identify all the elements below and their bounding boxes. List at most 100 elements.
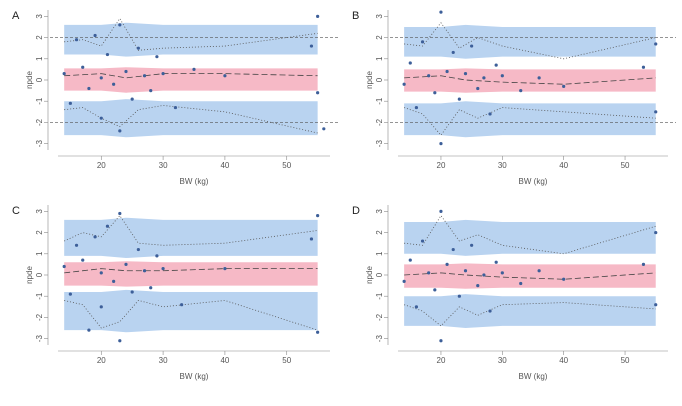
y-tick-label: -2 xyxy=(375,118,384,126)
y-tick-label: -3 xyxy=(375,335,384,343)
point xyxy=(439,339,443,343)
point xyxy=(470,44,474,48)
point xyxy=(488,309,492,313)
band xyxy=(404,68,656,93)
point xyxy=(470,243,474,247)
y-tick-label: 1 xyxy=(35,56,44,61)
y-tick-label: 3 xyxy=(35,209,44,214)
y-tick-label: -3 xyxy=(35,335,44,343)
point xyxy=(445,69,449,74)
point xyxy=(641,262,646,266)
point xyxy=(402,82,406,86)
point xyxy=(451,247,455,252)
y-axis-label: npde xyxy=(365,266,374,284)
x-tick-label: 40 xyxy=(559,356,568,365)
point xyxy=(149,286,153,290)
point xyxy=(68,101,72,105)
point xyxy=(482,273,486,277)
point xyxy=(105,224,110,228)
point xyxy=(316,214,320,218)
point xyxy=(402,279,406,283)
point xyxy=(155,55,159,59)
point xyxy=(457,97,461,101)
point xyxy=(93,33,97,38)
percentile-line xyxy=(404,272,656,280)
point xyxy=(81,258,85,262)
percentile-line xyxy=(64,105,318,134)
point xyxy=(562,84,566,88)
point xyxy=(654,230,658,235)
point xyxy=(494,63,498,67)
point xyxy=(136,247,140,252)
point xyxy=(494,260,498,264)
point xyxy=(463,269,468,273)
point xyxy=(482,76,486,80)
x-tick-label: 20 xyxy=(437,356,446,365)
point xyxy=(68,292,72,296)
point xyxy=(476,86,480,91)
point xyxy=(223,74,227,78)
x-axis-label: BW (kg) xyxy=(180,177,209,186)
y-tick-label: 0 xyxy=(35,272,44,277)
y-tick-label: 3 xyxy=(375,14,384,19)
point xyxy=(81,65,85,69)
y-tick-label: -3 xyxy=(35,140,44,148)
point xyxy=(105,52,110,57)
point xyxy=(74,38,79,42)
point xyxy=(500,271,504,275)
y-tick-label: -1 xyxy=(375,97,384,105)
point xyxy=(87,86,91,91)
point xyxy=(118,23,122,27)
point xyxy=(142,74,147,78)
point xyxy=(316,91,320,95)
x-tick-label: 20 xyxy=(97,161,106,170)
point xyxy=(654,42,658,46)
point xyxy=(427,74,431,78)
point xyxy=(223,267,227,271)
point xyxy=(136,46,140,50)
point xyxy=(322,127,326,131)
band xyxy=(404,101,656,138)
point xyxy=(130,290,134,294)
point xyxy=(99,305,103,309)
point xyxy=(439,142,443,146)
point xyxy=(414,305,419,309)
point xyxy=(118,129,122,133)
point xyxy=(519,281,523,286)
y-axis-label: npde xyxy=(365,71,374,89)
band xyxy=(404,24,656,59)
point xyxy=(149,89,153,93)
x-tick-label: 40 xyxy=(220,356,229,365)
band xyxy=(64,217,318,259)
y-axis-label: npde xyxy=(25,266,34,284)
percentile-line xyxy=(404,22,656,60)
x-tick-label: 30 xyxy=(498,356,507,365)
x-tick-label: 50 xyxy=(621,356,630,365)
point xyxy=(74,243,79,247)
y-tick-label: 2 xyxy=(375,230,384,235)
point xyxy=(445,262,449,266)
point xyxy=(130,97,134,101)
point xyxy=(99,76,103,80)
band xyxy=(64,67,318,93)
point xyxy=(500,74,504,78)
band xyxy=(64,261,318,287)
point xyxy=(112,279,116,283)
point xyxy=(173,105,178,110)
panel-label: A xyxy=(12,10,20,22)
point xyxy=(62,264,66,269)
y-tick-label: 0 xyxy=(35,77,44,82)
x-tick-label: 20 xyxy=(97,356,106,365)
panel-label: C xyxy=(12,205,20,217)
y-tick-label: -1 xyxy=(35,97,44,105)
x-tick-label: 20 xyxy=(437,161,446,170)
y-tick-label: 3 xyxy=(375,209,384,214)
point xyxy=(316,330,320,334)
point xyxy=(427,271,431,275)
point xyxy=(87,328,91,332)
point xyxy=(439,209,443,213)
point xyxy=(99,271,103,275)
point xyxy=(414,105,419,110)
panel-label: B xyxy=(352,10,359,22)
point xyxy=(420,239,425,243)
